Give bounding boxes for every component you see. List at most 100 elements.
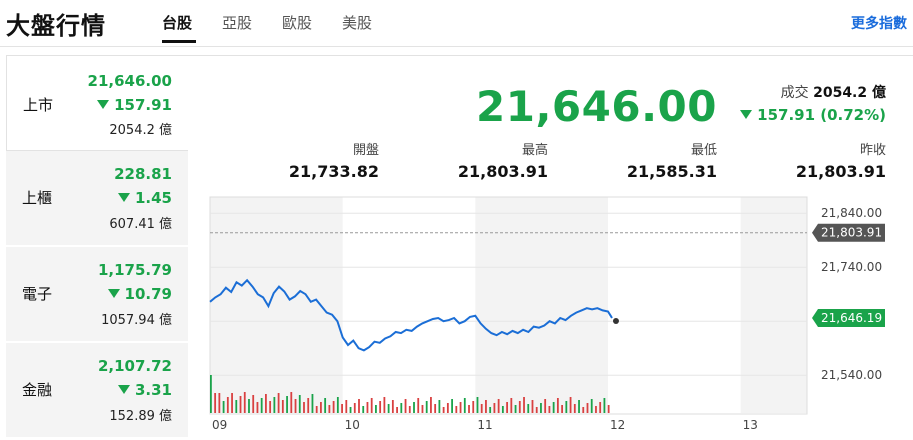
volume-bar xyxy=(531,400,534,413)
x-tick-label: 12 xyxy=(610,418,625,432)
market-change: 1.45 xyxy=(117,189,172,207)
prev-close-tag xyxy=(812,223,885,242)
volume-bar xyxy=(455,406,458,413)
volume-bar xyxy=(260,398,263,413)
more-indices-link[interactable]: 更多指數 xyxy=(851,16,907,32)
y-tick-label: 21,740.00 xyxy=(821,260,882,274)
volume-bar xyxy=(370,398,373,413)
volume-bar xyxy=(265,394,267,413)
volume-bar xyxy=(501,406,504,413)
volume-bar xyxy=(290,392,293,413)
volume-bar xyxy=(391,400,394,413)
volume-bar xyxy=(438,400,441,413)
market-card-listed[interactable]: 上市 21,646.00 157.91 2054.2 億 xyxy=(6,55,188,151)
volume-bar xyxy=(298,395,301,413)
volume-bar xyxy=(362,406,365,413)
session-band xyxy=(475,197,608,413)
volume-summary: 成交 2054.2 億 xyxy=(781,82,886,102)
market-card-otc[interactable]: 上櫃 228.81 1.45 607.41 億 xyxy=(6,151,188,247)
volume-bar xyxy=(514,405,517,413)
volume-bar xyxy=(434,404,437,413)
x-tick-label: 13 xyxy=(743,418,758,432)
page-title: 大盤行情 xyxy=(6,12,106,40)
market-name: 金融 xyxy=(22,381,53,399)
volume-bar xyxy=(561,405,564,413)
volume-bar xyxy=(489,407,492,413)
volume-bar xyxy=(210,375,212,413)
x-tick-label: 11 xyxy=(477,418,492,432)
volume-bar xyxy=(396,407,398,413)
volume-bar xyxy=(218,393,221,413)
volume-bar xyxy=(413,402,415,413)
volume-bar xyxy=(573,404,576,413)
market-change-value: 1.45 xyxy=(134,189,172,207)
volume-value: 2054.2 億 xyxy=(813,85,886,101)
volume-bar xyxy=(506,402,508,413)
tab-taiwan[interactable]: 台股 xyxy=(162,12,222,46)
volume-bar xyxy=(599,402,602,413)
market-change: 10.79 xyxy=(107,285,172,303)
y-tick-label: 21,840.00 xyxy=(821,206,882,220)
intraday-chart[interactable]: 21,840.00 21,740.00 21,540.00 09 10 11 12 13 2… xyxy=(188,56,913,440)
prev-close-tag-label: 21,803.91 xyxy=(821,226,882,240)
volume-bar xyxy=(595,406,597,413)
index-price: 21,646.00 xyxy=(476,82,717,131)
volume-bar xyxy=(341,404,343,413)
last-point xyxy=(612,317,619,324)
volume-bar xyxy=(408,406,411,413)
stat-label: 最低 xyxy=(690,143,717,158)
volume-bar xyxy=(349,407,352,413)
stat-low: 最低 21,585.31 xyxy=(547,139,717,181)
volume-bar xyxy=(463,398,466,413)
market-volume: 2054.2 億 xyxy=(109,123,172,138)
volume-bar xyxy=(311,394,314,413)
header-divider xyxy=(0,46,913,47)
volume-bar xyxy=(353,403,356,413)
volume-bar xyxy=(603,398,606,413)
volume-bar xyxy=(552,402,555,413)
volume-bar xyxy=(252,395,255,413)
volume-bar xyxy=(320,402,322,413)
stat-open: 開盤 21,733.82 xyxy=(209,139,379,181)
market-card-finance[interactable]: 金融 2,107.72 3.31 152.89 億 xyxy=(6,343,188,439)
down-triangle-icon xyxy=(740,110,753,119)
header: 大盤行情 台股 亞股 歐股 美股 更多指數 xyxy=(0,0,913,46)
volume-bar xyxy=(590,399,593,413)
volume-bar xyxy=(269,401,272,413)
volume-bar xyxy=(468,405,470,413)
market-volume: 1057.94 億 xyxy=(101,313,172,328)
volume-bar xyxy=(565,401,568,413)
volume-bar xyxy=(239,396,242,413)
stat-label: 開盤 xyxy=(352,143,379,158)
volume-bar xyxy=(324,398,327,413)
tab-us[interactable]: 美股 xyxy=(342,14,373,32)
market-change: 3.31 xyxy=(117,381,172,399)
y-tick-label: 21,540.00 xyxy=(821,368,882,382)
volume-bar xyxy=(294,399,297,413)
market-price: 2,107.72 xyxy=(97,357,172,375)
volume-bar xyxy=(231,393,233,413)
stat-value: 21,733.82 xyxy=(288,162,379,181)
market-name: 上市 xyxy=(23,96,54,114)
volume-bar xyxy=(548,406,551,413)
volume-bar xyxy=(404,399,407,413)
volume-bar xyxy=(510,398,513,413)
volume-bar xyxy=(476,397,479,413)
volume-bar xyxy=(451,399,453,413)
volume-bar xyxy=(493,403,496,413)
volume-bar xyxy=(336,397,339,413)
tab-asia[interactable]: 亞股 xyxy=(222,14,253,32)
stat-value: 21,585.31 xyxy=(626,162,717,181)
market-change-value: 10.79 xyxy=(124,285,172,303)
volume-bar xyxy=(358,399,360,413)
market-name: 電子 xyxy=(22,285,53,303)
index-change-value: 157.91 (0.72%) xyxy=(757,106,886,124)
volume-bar xyxy=(421,405,424,413)
volume-bar xyxy=(379,401,382,413)
volume-bar xyxy=(607,405,610,413)
tab-europe[interactable]: 歐股 xyxy=(282,14,313,32)
stat-prev-close: 昨收 21,803.91 xyxy=(716,139,886,181)
market-card-electronics[interactable]: 電子 1,175.79 10.79 1057.94 億 xyxy=(6,247,188,343)
volume-bar xyxy=(214,393,217,413)
volume-bar xyxy=(281,400,284,413)
